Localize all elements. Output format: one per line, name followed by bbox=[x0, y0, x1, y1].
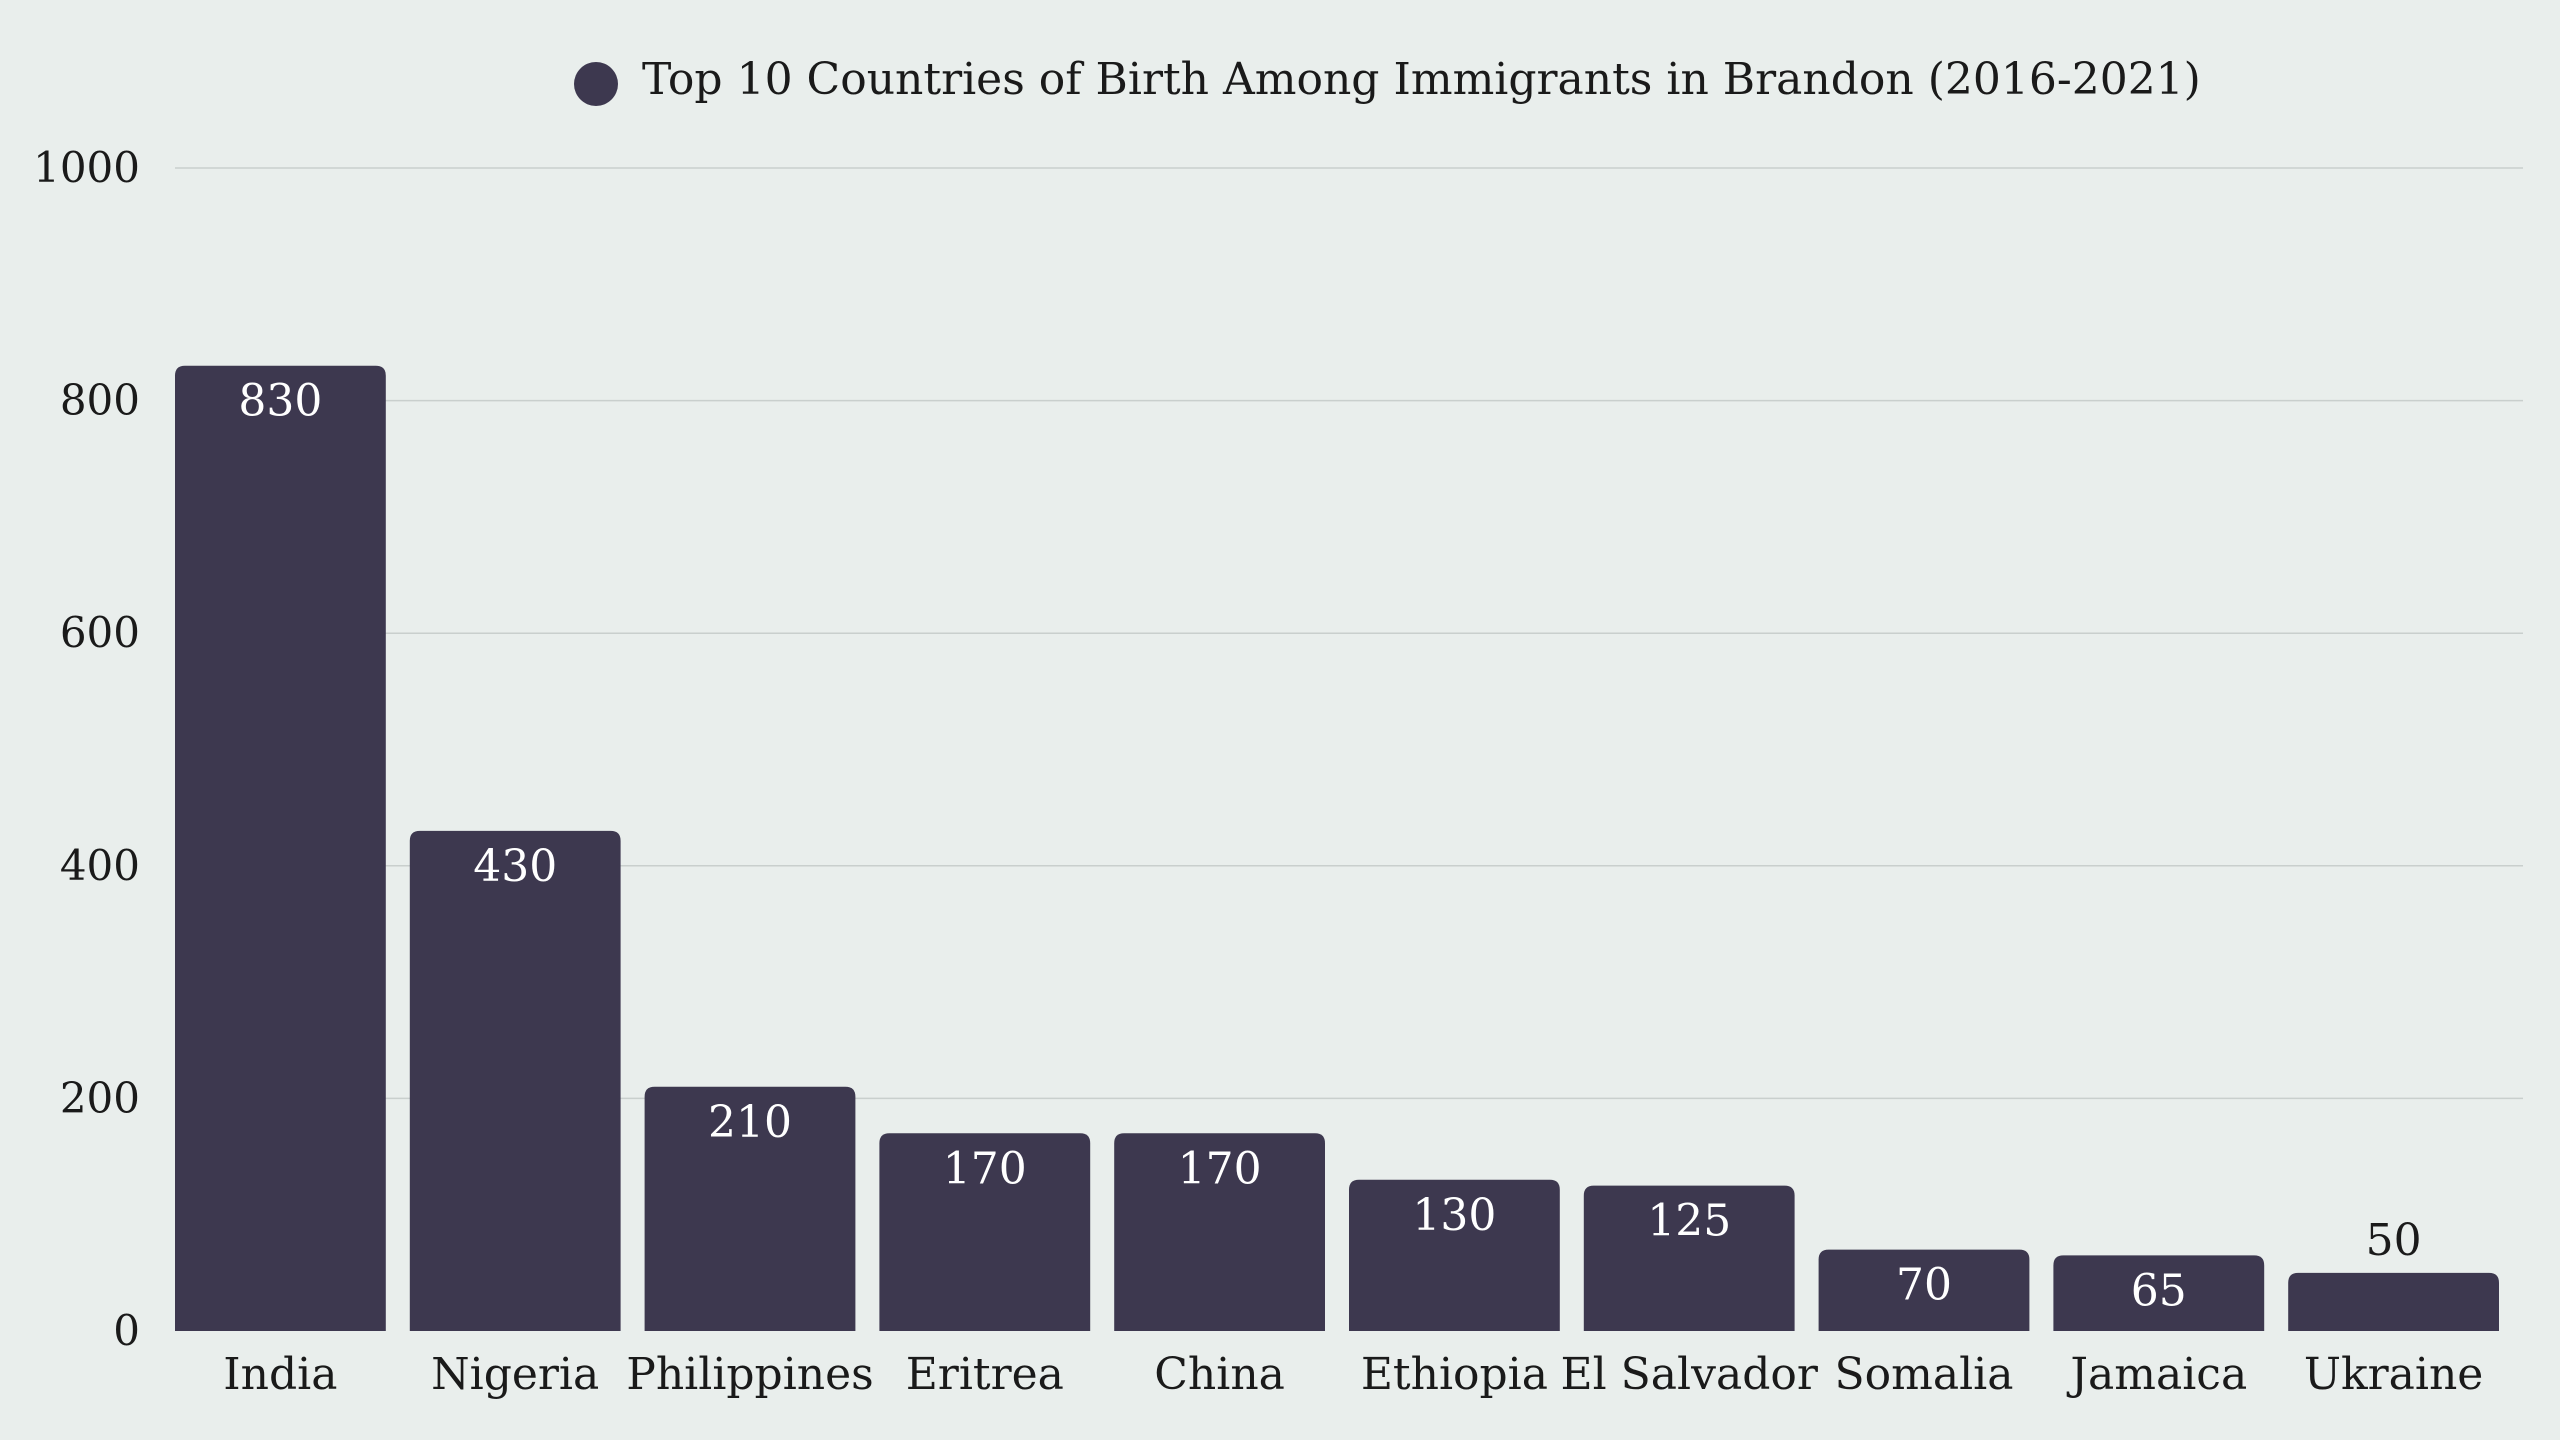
x-tick-label: India bbox=[223, 1349, 337, 1400]
x-tick-label: Nigeria bbox=[431, 1349, 599, 1400]
bar-value-label: 130 bbox=[1412, 1190, 1496, 1241]
x-tick-label: Ukraine bbox=[2304, 1349, 2483, 1400]
bars: 830 430 210 170 170 130 125 70 65 50 bbox=[175, 365, 2499, 1332]
bar bbox=[1349, 1179, 1560, 1331]
y-tick-label: 0 bbox=[113, 1306, 140, 1355]
bar bbox=[1818, 1249, 2030, 1331]
x-tick-label: China bbox=[1154, 1349, 1285, 1400]
bar bbox=[409, 830, 621, 1331]
legend-swatch bbox=[574, 62, 618, 106]
x-axis: India Nigeria Philippines Eritrea China Ethio… bbox=[223, 1349, 2483, 1400]
bar-value-label: 210 bbox=[708, 1097, 792, 1148]
y-tick-label: 600 bbox=[60, 608, 140, 657]
y-tick-label: 800 bbox=[60, 376, 140, 425]
bar bbox=[1583, 1185, 1795, 1331]
bar-value-label: 430 bbox=[473, 841, 557, 892]
y-tick-label: 400 bbox=[60, 841, 140, 890]
bar bbox=[175, 365, 386, 1332]
x-tick-label: Philippines bbox=[626, 1349, 874, 1400]
bar-value-label: 125 bbox=[1647, 1196, 1731, 1247]
bar bbox=[2053, 1255, 2265, 1331]
bar bbox=[1114, 1133, 1325, 1331]
bar-value-label: 50 bbox=[2366, 1215, 2422, 1266]
x-tick-label: El Salvador bbox=[1560, 1349, 1818, 1400]
bar-value-label: 170 bbox=[943, 1143, 1027, 1194]
legend-label: Top 10 Countries of Birth Among Immigran… bbox=[642, 54, 2201, 105]
legend: Top 10 Countries of Birth Among Immigran… bbox=[574, 54, 2201, 106]
y-tick-label: 1000 bbox=[33, 143, 140, 192]
x-tick-label: Eritrea bbox=[906, 1349, 1064, 1400]
bar-value-label: 70 bbox=[1896, 1260, 1952, 1311]
bar bbox=[2288, 1272, 2499, 1331]
y-tick-label: 200 bbox=[60, 1073, 140, 1122]
bar bbox=[644, 1086, 856, 1331]
x-tick-label: Ethiopia bbox=[1361, 1349, 1548, 1400]
y-axis: 0 200 400 600 800 1000 bbox=[33, 143, 140, 1355]
bar-value-label: 170 bbox=[1178, 1143, 1262, 1194]
x-tick-label: Somalia bbox=[1835, 1349, 2014, 1400]
x-tick-label: Jamaica bbox=[2066, 1349, 2247, 1400]
bar-value-label: 65 bbox=[2131, 1265, 2187, 1316]
bar bbox=[879, 1133, 1091, 1331]
bar-value-label: 830 bbox=[238, 376, 322, 427]
